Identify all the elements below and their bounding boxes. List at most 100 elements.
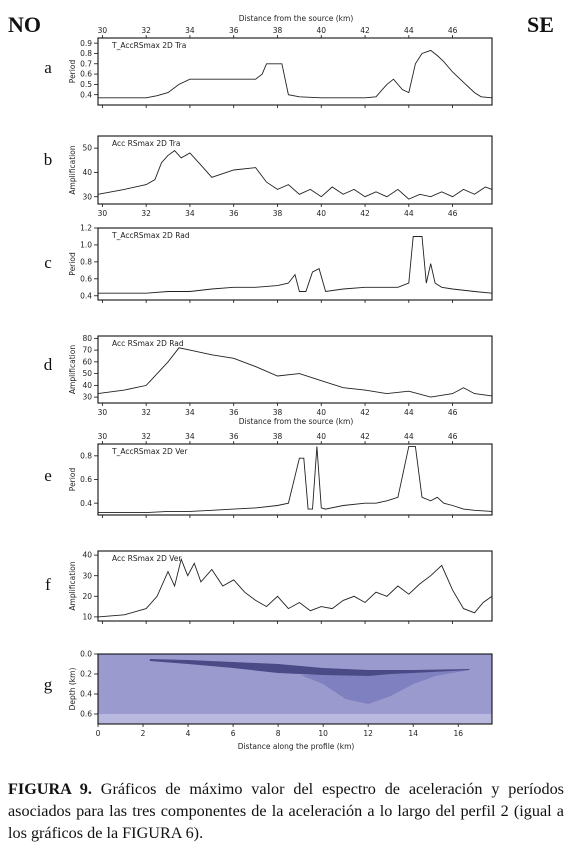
x-tick-label: 0	[96, 729, 101, 738]
x-tick-label: 12	[363, 729, 373, 738]
y-axis-label: Period	[68, 252, 77, 276]
x-tick-label: 42	[360, 209, 370, 218]
y-tick-label: 0.5	[80, 80, 92, 89]
x-tick-label-top: 32	[141, 26, 151, 35]
x-tick-label-top: 44	[404, 26, 414, 35]
x-tick-label: 44	[404, 408, 414, 417]
x-tick-label: 38	[273, 209, 283, 218]
y-tick-label: 1.0	[80, 241, 92, 250]
y-tick-label: 50	[82, 369, 92, 378]
panel-title: T_AccRSmax 2D Ver	[111, 447, 188, 456]
panel-letter: f	[45, 575, 51, 594]
x-tick-label-top: 30	[98, 26, 108, 35]
x-tick-label: 40	[316, 408, 326, 417]
x-tick-label: 46	[448, 408, 458, 417]
y-tick-label: 40	[82, 381, 92, 390]
header-left: NO	[8, 12, 41, 37]
y-tick-label: 0.4	[80, 291, 92, 300]
plot-frame	[97, 227, 493, 301]
y-axis-label: Depth (km)	[68, 668, 77, 711]
y-tick-label: 40	[82, 168, 92, 177]
series-line	[97, 557, 493, 618]
x-tick-label-top: 38	[273, 26, 283, 35]
y-tick-label: 0.9	[80, 39, 92, 48]
caption-text: Gráficos de máximo valor del espectro de…	[8, 780, 564, 842]
y-tick-label: 0.8	[80, 257, 92, 266]
y-tick-label: 0.4	[80, 90, 92, 99]
y-tick-label: 0.4	[80, 690, 92, 699]
profile-mid-layer	[300, 670, 470, 704]
plot-frame	[97, 550, 493, 622]
x-tick-label: 32	[141, 209, 151, 218]
x-tick-label: 34	[185, 209, 195, 218]
x-tick-label: 14	[408, 729, 418, 738]
y-axis-label: Period	[68, 60, 77, 84]
y-tick-label: 0.6	[80, 70, 92, 79]
x-tick-label-top: 46	[448, 432, 458, 441]
panel-c: c T_AccRSmax 2D Rad Period 0.4 0.6 0.8 1.0 1.2	[44, 224, 493, 303]
panels-group: aT_AccRSmax 2D TraPeriod0.40.50.60.70.80…	[44, 26, 493, 738]
x-tick-label: 42	[360, 408, 370, 417]
panel-letter: e	[44, 466, 52, 485]
panel-b: b Acc RSmax 2D Tra Amplification 30 40 50 30 32…	[44, 135, 493, 218]
panel-title: Acc RSmax 2D Ver	[112, 554, 182, 563]
panel-title: Acc RSmax 2D Tra	[112, 139, 180, 148]
panel-letter: d	[44, 355, 53, 374]
panel-title: T_AccRSmax 2D Tra	[111, 41, 186, 50]
plot-frame	[97, 335, 493, 404]
panel-g: g Depth (km)0.0 0.2 0.4 0.6 0 2 4 6 8 10 12 14 16	[44, 650, 493, 738]
x-tick-label: 6	[231, 729, 236, 738]
y-tick-label: 0.6	[80, 274, 92, 283]
x-tick-label: 8	[276, 729, 281, 738]
y-axis-label: Period	[68, 468, 77, 492]
panel-letter: c	[44, 253, 52, 272]
y-tick-label: 0.6	[80, 710, 92, 719]
x-tick-label: 32	[141, 408, 151, 417]
y-tick-label: 70	[82, 346, 92, 355]
profile-background	[98, 654, 492, 724]
y-tick-label: 20	[82, 592, 92, 601]
x-tick-label-top: 42	[360, 432, 370, 441]
x-tick-label-top: 30	[98, 432, 108, 441]
x-tick-label: 30	[98, 209, 108, 218]
x-tick-label-top: 40	[316, 432, 326, 441]
x-tick-label: 34	[185, 408, 195, 417]
panel-letter: b	[44, 150, 53, 169]
top-axis-label: Distance from the source (km)	[239, 14, 354, 23]
x-tick-label: 44	[404, 209, 414, 218]
y-tick-label: 0.0	[80, 650, 92, 659]
x-tick-label-top: 44	[404, 432, 414, 441]
y-axis-label: Amplification	[68, 561, 77, 610]
x-tick-label: 4	[186, 729, 191, 738]
y-tick-label: 10	[82, 612, 92, 621]
panel-letter: g	[44, 675, 53, 694]
x-tick-label-top: 38	[273, 432, 283, 441]
y-tick-label: 30	[82, 192, 92, 201]
y-tick-label: 80	[82, 334, 92, 343]
y-tick-label: 0.8	[80, 451, 92, 460]
x-tick-label: 16	[453, 729, 463, 738]
y-tick-label: 0.4	[80, 499, 92, 508]
series-line	[97, 149, 493, 200]
y-axis-label: Amplification	[68, 145, 77, 194]
figure-caption: FIGURA 9. Gráficos de máximo valor del e…	[8, 778, 564, 844]
x-tick-label-top: 40	[316, 26, 326, 35]
plot-frame	[97, 37, 493, 106]
mid-axis-label: Distance from the source (km)	[239, 417, 354, 426]
y-tick-label: 30	[82, 393, 92, 402]
panel-d: d Acc RSmax 2D Rad Amplification 30 40 50 60 70…	[44, 334, 493, 417]
x-tick-label: 36	[229, 209, 239, 218]
y-axis-label: Amplification	[68, 345, 77, 394]
x-tick-label: 46	[448, 209, 458, 218]
y-tick-label: 0.8	[80, 49, 92, 58]
x-tick-label-top: 32	[141, 432, 151, 441]
x-tick-label: 30	[98, 408, 108, 417]
y-tick-label: 30	[82, 571, 92, 580]
series-line	[97, 347, 493, 398]
plot-frame	[97, 653, 493, 725]
x-tick-label: 10	[318, 729, 328, 738]
bottom-axis-label: Distance along the profile (km)	[238, 742, 355, 751]
x-tick-label-top: 42	[360, 26, 370, 35]
